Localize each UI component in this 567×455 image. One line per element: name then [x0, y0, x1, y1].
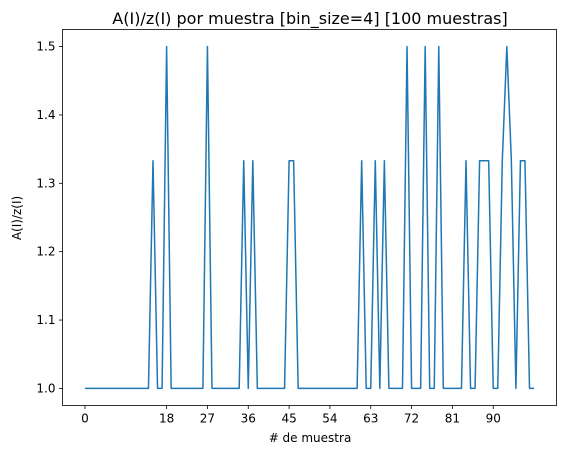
y-axis-label: A(I)/z(I)	[10, 196, 24, 240]
chart-title: A(I)/z(I) por muestra [bin_size=4] [100 …	[112, 9, 507, 29]
x-tick-label: 72	[404, 412, 419, 426]
y-tick-label: 1.1	[36, 313, 55, 327]
x-tick-label: 18	[159, 412, 174, 426]
series-layer	[84, 45, 535, 390]
y-axis: 1.0 1.1 1.2 1.3 1.4 1.5	[36, 40, 63, 395]
y-tick-label: 1.4	[36, 108, 55, 122]
x-tick-label: 45	[281, 412, 296, 426]
y-tick-label: 1.3	[36, 176, 55, 190]
y-tick-label: 1.5	[36, 40, 55, 54]
plot-frame	[62, 29, 557, 406]
series-line	[84, 45, 535, 390]
x-tick-label: 0	[81, 412, 89, 426]
x-tick-label: 63	[363, 412, 378, 426]
x-tick-label: 90	[486, 412, 501, 426]
x-tick-label: 27	[200, 412, 215, 426]
x-tick-label: 81	[445, 412, 460, 426]
x-tick-label: 54	[322, 412, 337, 426]
y-tick-label: 1.0	[36, 381, 55, 395]
x-axis-label: # de muestra	[269, 431, 352, 445]
x-tick-label: 36	[241, 412, 256, 426]
y-tick-label: 1.2	[36, 245, 55, 259]
x-axis: 0 18 27 36 45 54 63 72 81 90	[81, 405, 501, 426]
